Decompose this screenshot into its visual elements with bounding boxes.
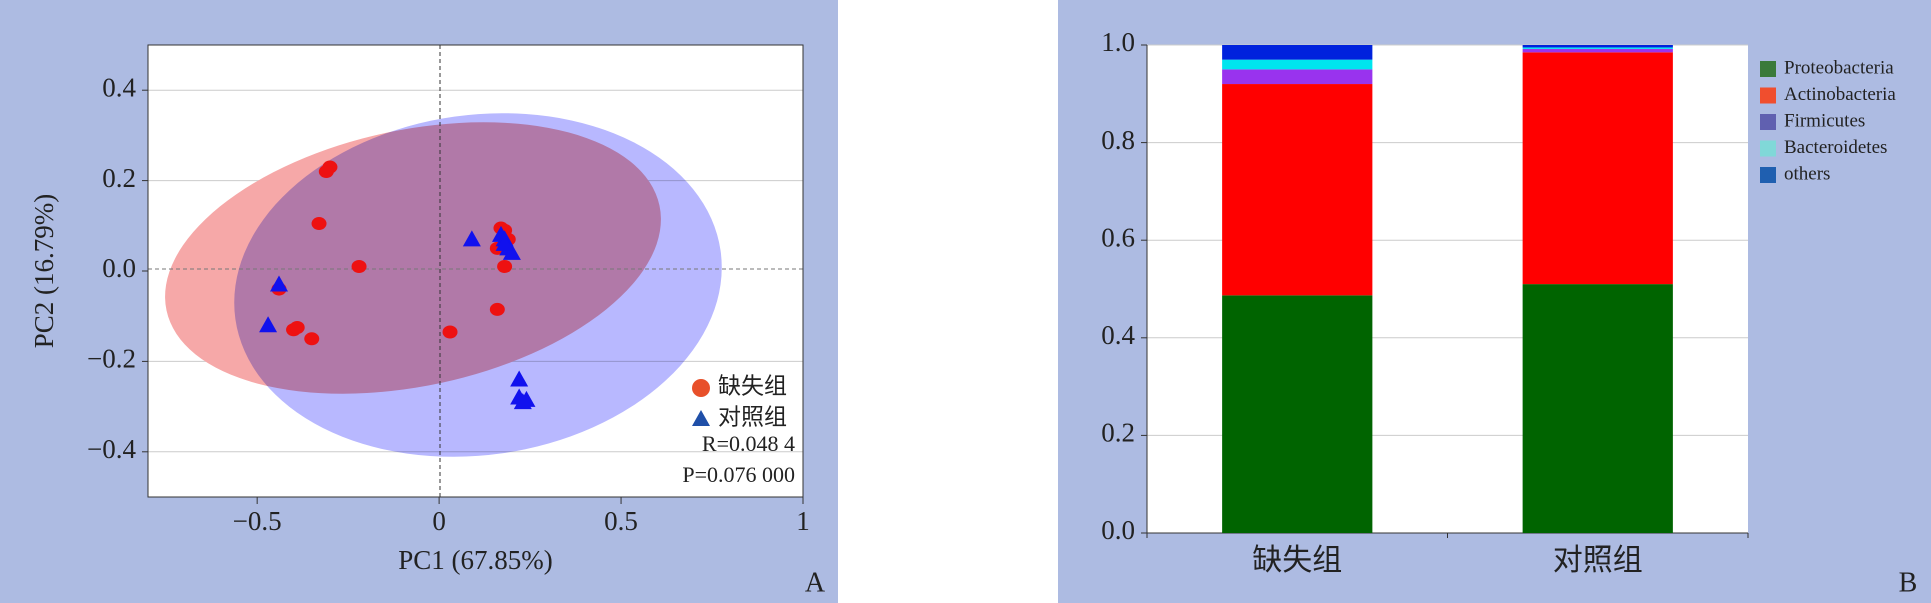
legend-label: Actinobacteria: [1784, 84, 1896, 105]
bar-segment: [1522, 284, 1673, 533]
confidence-ellipses: [165, 113, 722, 457]
legend-swatch: [1760, 140, 1776, 157]
point: [489, 302, 505, 316]
legend-label: Firmicutes: [1784, 110, 1865, 131]
point: [311, 217, 327, 231]
bar-segment: [1222, 84, 1373, 296]
legend-label: others: [1784, 163, 1830, 184]
legend-label: 对照组: [718, 404, 787, 429]
point: [318, 165, 334, 179]
y-tick-label: 0.0: [102, 253, 136, 283]
point: [495, 234, 514, 251]
annotation: P=0.076 000: [682, 462, 795, 487]
point: [304, 332, 320, 346]
y-tick-label: 1.0: [1101, 27, 1135, 57]
y-tick-label: −0.4: [87, 434, 136, 464]
bar-segment: [1222, 295, 1373, 533]
point: [497, 259, 513, 273]
panel-label: B: [1899, 567, 1918, 598]
legend-swatch: [1760, 61, 1776, 77]
y-tick-label: 0.4: [102, 72, 136, 102]
y-tick-label: 0.6: [1101, 222, 1135, 252]
x-tick-label: 1: [796, 506, 810, 536]
legend-marker: [692, 379, 710, 397]
bar-segment: [1522, 47, 1673, 49]
legend-swatch: [1760, 114, 1776, 130]
bar-segment: [1222, 69, 1373, 85]
y-tick-label: 0.8: [1101, 125, 1135, 155]
bar-segment: [1522, 45, 1673, 48]
point: [502, 243, 521, 260]
legend-swatch: [1760, 87, 1776, 104]
point: [442, 325, 458, 339]
marks: 0.4 0.2 0.0 −0.2 −0.4 −0.5 0 0.5 1 PC1 (67.85%) PC…: [29, 27, 1917, 598]
legend-label: Proteobacteria: [1784, 57, 1894, 78]
y-tick-label: 0.4: [1101, 320, 1135, 350]
point: [351, 259, 367, 273]
point: [270, 275, 288, 292]
legend-marker: [692, 410, 710, 426]
plot-frame: [147, 44, 804, 498]
x-tick-label: 对照组: [1553, 544, 1643, 577]
bar-segment: [1222, 59, 1373, 70]
point: [510, 370, 529, 387]
bar-segment: [1222, 45, 1373, 60]
point: [289, 321, 305, 334]
annotation: R=0.048 4: [702, 431, 795, 456]
y-axis-label: PC2 (16.79%): [29, 194, 59, 349]
legend-label: 缺失组: [718, 373, 787, 398]
x-axis-label: PC1 (67.85%): [398, 545, 553, 575]
point: [462, 230, 481, 247]
y-tick-label: 0.0: [1101, 515, 1135, 545]
x-tick-label: 缺失组: [1252, 544, 1342, 577]
point: [513, 393, 532, 410]
panel-label: A: [805, 567, 826, 598]
x-tick-label: 0.5: [604, 506, 638, 536]
y-tick-label: −0.2: [87, 344, 136, 374]
legend-label: Bacteroidetes: [1784, 137, 1887, 158]
bar-segment: [1522, 52, 1673, 285]
y-tick-label: 0.2: [102, 163, 136, 193]
point: [259, 316, 278, 333]
bar-segment: [1522, 48, 1673, 53]
x-tick-label: −0.5: [233, 506, 282, 536]
y-tick-label: 0.2: [1101, 418, 1135, 448]
legend-swatch: [1760, 167, 1776, 183]
ellipse: [234, 113, 722, 457]
x-tick-label: 0: [432, 506, 446, 536]
